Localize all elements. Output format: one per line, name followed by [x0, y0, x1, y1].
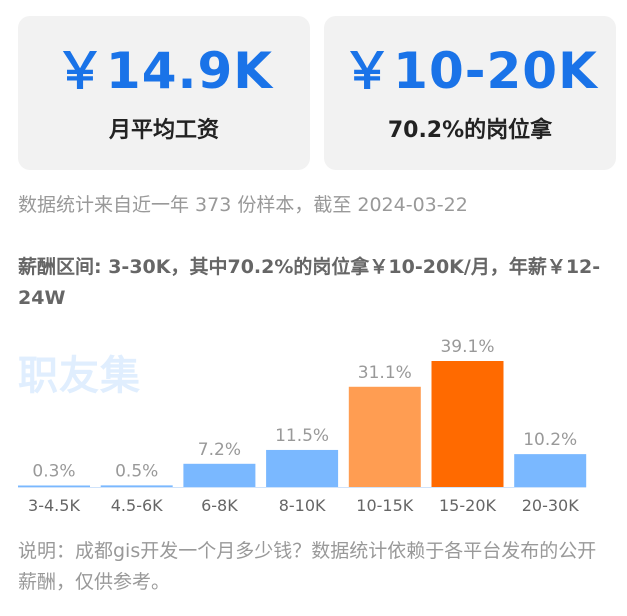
bar-value-label: 7.2%: [198, 440, 241, 460]
avg-salary-value: ￥14.9K: [54, 42, 274, 100]
salary-range-summary: 薪酬区间: 3-30K，其中70.2%的岗位拿￥10-20K/月，年薪￥12-2…: [18, 256, 601, 309]
bar-4.5-6K: [100, 485, 173, 487]
bar-value-label: 31.1%: [358, 363, 412, 383]
bar-6-8K: [183, 463, 256, 487]
bar-8-10K: [266, 449, 339, 487]
x-tick-label: 4.5-6K: [111, 496, 163, 515]
x-tick-label: 15-20K: [439, 496, 496, 515]
x-tick-label: 3-4.5K: [28, 496, 80, 515]
x-tick-label: 8-10K: [279, 496, 326, 515]
x-tick-label: 10-15K: [356, 496, 413, 515]
bar-value-label: 10.2%: [523, 430, 577, 450]
x-tick-label: 20-30K: [522, 496, 579, 515]
bar-value-label: 39.1%: [440, 337, 494, 357]
avg-salary-label: 月平均工资: [108, 118, 219, 143]
avg-salary-card: ￥14.9K 月平均工资: [18, 16, 310, 170]
bar-3-4.5K: [18, 485, 90, 487]
bar-value-label: 0.3%: [32, 462, 75, 482]
bar-20-30K: [514, 454, 587, 487]
x-tick-label: 6-8K: [201, 496, 238, 515]
salary-band-label: 70.2%的岗位拿: [387, 118, 553, 143]
sample-stats: 数据统计来自近一年 373 份样本，截至 2024-03-22: [18, 194, 468, 216]
bar-10-15K: [348, 386, 421, 487]
bar-value-label: 0.5%: [115, 461, 158, 481]
bar-15-20K: [431, 361, 504, 487]
salary-band-card: ￥10-20K 70.2%的岗位拿: [324, 16, 616, 170]
bar-value-label: 11.5%: [275, 426, 329, 446]
disclaimer-note: 说明：成都gis开发一个月多少钱？数据统计依赖于各平台发布的公开薪酬，仅供参考。: [18, 540, 597, 593]
salary-band-value: ￥10-20K: [342, 42, 598, 100]
watermark-logo: 职友集: [18, 353, 141, 399]
salary-distribution-chart: 0.3% 3-4.5K 0.5% 4.5-6K 7.2% 6-8K 11.5% 8-10K 31…: [18, 337, 587, 515]
